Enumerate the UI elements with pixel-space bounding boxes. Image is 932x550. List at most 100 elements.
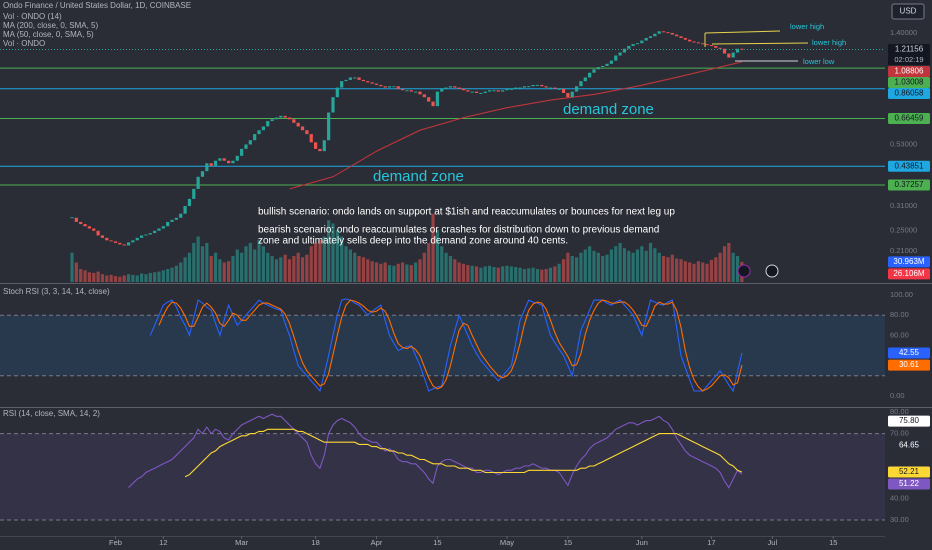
candle-body [240, 148, 244, 156]
volume-bar [400, 262, 405, 282]
candle-body [561, 88, 566, 93]
candle-body [522, 86, 526, 88]
volume-bar [70, 252, 74, 282]
volume-bar [705, 263, 709, 282]
volume-bar [535, 269, 540, 282]
volume-bar [305, 254, 309, 282]
candle-body [370, 82, 374, 84]
candle-body [231, 160, 235, 164]
volume-bar [322, 236, 326, 282]
volume-bar [105, 275, 109, 282]
volume-bar [601, 256, 605, 282]
volume-bar [244, 246, 248, 282]
indicator-value: 51.22 [899, 479, 920, 488]
candle-body [670, 32, 674, 35]
candle-body [727, 53, 731, 58]
volume-bar [692, 263, 696, 282]
candle-body [570, 91, 574, 98]
candle-body [179, 213, 183, 218]
currency[interactable]: USD [900, 7, 917, 16]
x-tick-label: Apr [371, 538, 383, 547]
volume-bar [296, 252, 300, 282]
candle-body [300, 126, 305, 131]
volume-bar [644, 250, 648, 282]
candle-body [335, 87, 339, 98]
volume-bar [174, 265, 178, 282]
candle-body [461, 88, 466, 91]
volume-bar [348, 249, 352, 282]
y-tick-label: 70.00 [890, 429, 909, 438]
x-tick-label: Jun [636, 538, 648, 547]
volume-bar [222, 262, 226, 282]
candle-body [735, 48, 740, 53]
candle-body [218, 158, 222, 161]
candle-body [457, 87, 461, 89]
volume-bar [444, 252, 448, 282]
candle-body [287, 117, 292, 120]
volume-bar [248, 243, 252, 282]
candle-body [170, 219, 174, 222]
event-icon[interactable] [765, 264, 779, 278]
volume-bar [179, 262, 183, 282]
volume-bar [340, 236, 344, 282]
volume-bar [231, 256, 235, 282]
candle-body [635, 43, 640, 45]
x-tick-label: 15 [564, 538, 572, 547]
annotation: lower high [812, 38, 846, 47]
volume-bar [544, 269, 548, 282]
event-icon[interactable] [737, 264, 751, 278]
candle-body [118, 242, 122, 245]
volume-bar [527, 268, 531, 282]
volume-bar [522, 269, 526, 282]
candle-body [153, 230, 157, 234]
band-fill [0, 315, 885, 376]
candle-body [148, 233, 152, 235]
volume-bar [588, 246, 592, 282]
candle-body [722, 48, 727, 54]
candle-body [96, 230, 100, 236]
legend-entry: MA (50, close, 0, SMA, 5) [3, 30, 94, 39]
level-price-bg [888, 88, 930, 100]
candle-body [574, 86, 579, 92]
marker-value: 75.80 [899, 416, 920, 425]
volume-bar [126, 274, 131, 282]
candle-body [427, 97, 431, 102]
annotation: lower high [790, 22, 824, 31]
x-tick-label: 18 [311, 538, 319, 547]
volume-bar [718, 252, 722, 282]
volume-bar [331, 223, 335, 282]
volume-bar [470, 265, 474, 282]
volume-bar [631, 252, 635, 282]
volume-bar [514, 267, 518, 282]
volume-bar [592, 250, 596, 282]
legend-entry: Vol · ONDO [3, 39, 45, 48]
volume-bar [87, 272, 91, 282]
candle-body [509, 88, 513, 90]
countdown-bg [888, 55, 930, 66]
candle-body [692, 41, 696, 43]
y-tick-label: 80.00 [890, 310, 909, 319]
indicator-value-bg [888, 347, 930, 359]
volume-bar [366, 259, 370, 282]
volume-bar [414, 262, 418, 282]
candle-body [366, 81, 370, 83]
volume-bar [548, 267, 553, 282]
x-tick-label: 12 [159, 538, 167, 547]
candle-body [418, 91, 422, 95]
candle-body [340, 81, 344, 88]
candle-body [470, 91, 474, 93]
volume-badge-bg [888, 268, 930, 280]
candle-body [205, 163, 209, 172]
y-tick-label: 0.00 [890, 391, 905, 400]
candle-body [87, 226, 91, 229]
volume-bar [653, 248, 657, 282]
volume-badge-bg [888, 256, 930, 268]
candle-body [414, 91, 418, 93]
candle-body [192, 188, 196, 199]
level-price: 0.37257 [895, 180, 924, 189]
candle-body [714, 45, 718, 48]
currency-button[interactable] [891, 3, 925, 20]
volume-bar [483, 266, 487, 282]
volume-bar [492, 267, 496, 282]
candle-body [483, 91, 487, 93]
